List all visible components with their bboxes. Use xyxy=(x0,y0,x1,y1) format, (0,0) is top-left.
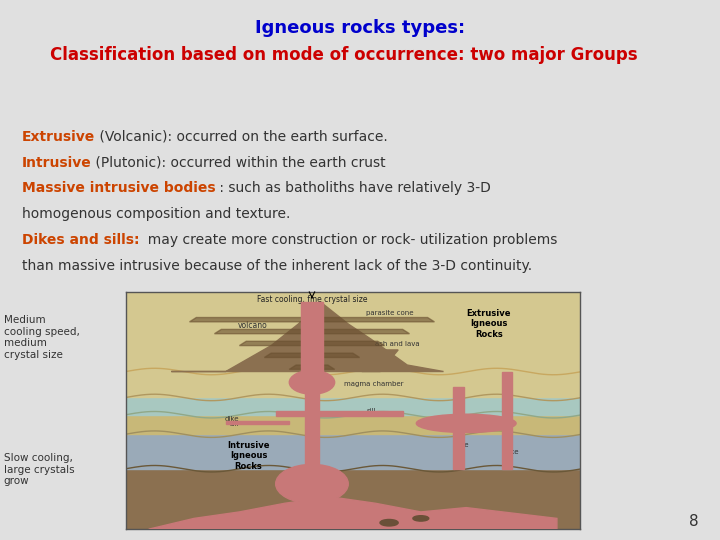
Ellipse shape xyxy=(380,519,398,526)
Text: Massive intrusive bodies: Massive intrusive bodies xyxy=(22,181,215,195)
Bar xyxy=(226,421,289,424)
Text: dike: dike xyxy=(505,449,519,455)
Text: Intrusive
Igneous
Rocks: Intrusive Igneous Rocks xyxy=(228,441,270,471)
Text: may create more construction or rock- utilization problems: may create more construction or rock- ut… xyxy=(139,233,557,247)
Text: Dikes and sills:: Dikes and sills: xyxy=(22,233,139,247)
Text: Slow cooling,
large crystals
grow: Slow cooling, large crystals grow xyxy=(4,453,74,487)
Text: ash and lava: ash and lava xyxy=(376,341,420,347)
Bar xyxy=(126,415,580,434)
Bar xyxy=(126,469,580,529)
Text: Extrusive
Igneous
Rocks: Extrusive Igneous Rocks xyxy=(467,309,511,339)
Bar xyxy=(503,372,511,469)
Polygon shape xyxy=(289,365,335,369)
Text: (Plutonic): occurred within the earth crust: (Plutonic): occurred within the earth cr… xyxy=(91,156,386,170)
Text: 8: 8 xyxy=(689,514,698,529)
Bar xyxy=(126,372,580,397)
Polygon shape xyxy=(189,318,434,322)
Text: laccolith: laccolith xyxy=(450,416,482,425)
Text: sill: sill xyxy=(366,408,376,414)
Ellipse shape xyxy=(289,370,335,394)
Bar xyxy=(126,434,580,469)
Text: batholith: batholith xyxy=(290,517,325,526)
Text: than massive intrusive because of the inherent lack of the 3-D continuity.: than massive intrusive because of the in… xyxy=(22,259,532,273)
Text: xenolith: xenolith xyxy=(384,519,413,525)
Text: dike: dike xyxy=(225,416,239,422)
Text: Extrusive: Extrusive xyxy=(22,130,95,144)
Text: magma chamber: magma chamber xyxy=(343,381,403,387)
Text: Fast cooling, fine crystal size: Fast cooling, fine crystal size xyxy=(257,295,367,304)
Text: volcano: volcano xyxy=(238,321,268,330)
Bar xyxy=(301,302,323,372)
Text: : such as batholiths have relatively 3-D: : such as batholiths have relatively 3-D xyxy=(215,181,491,195)
Text: sill: sill xyxy=(230,421,239,427)
Text: Igneous rocks types:: Igneous rocks types: xyxy=(255,19,465,37)
Polygon shape xyxy=(362,350,398,372)
Ellipse shape xyxy=(276,464,348,503)
Text: dike: dike xyxy=(455,442,469,448)
Polygon shape xyxy=(239,341,384,346)
Polygon shape xyxy=(215,329,410,334)
Ellipse shape xyxy=(416,414,516,433)
Text: pluton: pluton xyxy=(300,475,324,484)
Bar xyxy=(126,292,580,372)
Text: Intrusive: Intrusive xyxy=(22,156,91,170)
Bar xyxy=(276,411,402,416)
Text: homogenous composition and texture.: homogenous composition and texture. xyxy=(22,207,290,221)
Polygon shape xyxy=(264,353,359,357)
Text: Medium
cooling speed,
medium
crystal size: Medium cooling speed, medium crystal siz… xyxy=(4,315,79,360)
Polygon shape xyxy=(171,302,444,372)
Ellipse shape xyxy=(413,516,429,521)
Bar xyxy=(453,387,464,469)
Text: (Volcanic): occurred on the earth surface.: (Volcanic): occurred on the earth surfac… xyxy=(95,130,387,144)
Polygon shape xyxy=(148,497,557,529)
Text: parasite cone: parasite cone xyxy=(366,310,414,316)
Bar xyxy=(126,397,580,415)
Text: Classification based on mode of occurrence: two major Groups: Classification based on mode of occurren… xyxy=(50,46,638,64)
Bar xyxy=(305,380,319,490)
